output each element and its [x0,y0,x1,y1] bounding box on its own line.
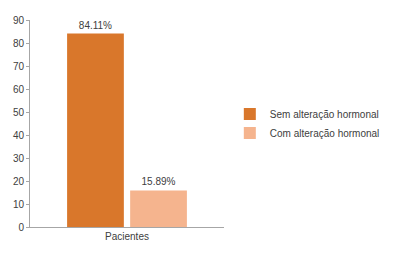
svg-text:Pacientes: Pacientes [105,231,149,242]
svg-text:50: 50 [13,107,25,118]
svg-text:80: 80 [13,38,25,49]
svg-text:84.11%: 84.11% [79,20,112,31]
svg-text:30: 30 [13,153,25,164]
svg-text:40: 40 [13,130,25,141]
svg-text:10: 10 [13,199,25,210]
svg-text:15.89%: 15.89% [142,176,176,187]
svg-text:20: 20 [13,176,25,187]
svg-text:Sem alteração hormonal: Sem alteração hormonal [270,109,379,120]
svg-text:0: 0 [18,222,24,233]
svg-text:70: 70 [13,61,25,72]
svg-text:60: 60 [13,84,25,95]
svg-text:90: 90 [13,15,25,26]
svg-text:Com alteração hormonal: Com alteração hormonal [270,128,380,139]
